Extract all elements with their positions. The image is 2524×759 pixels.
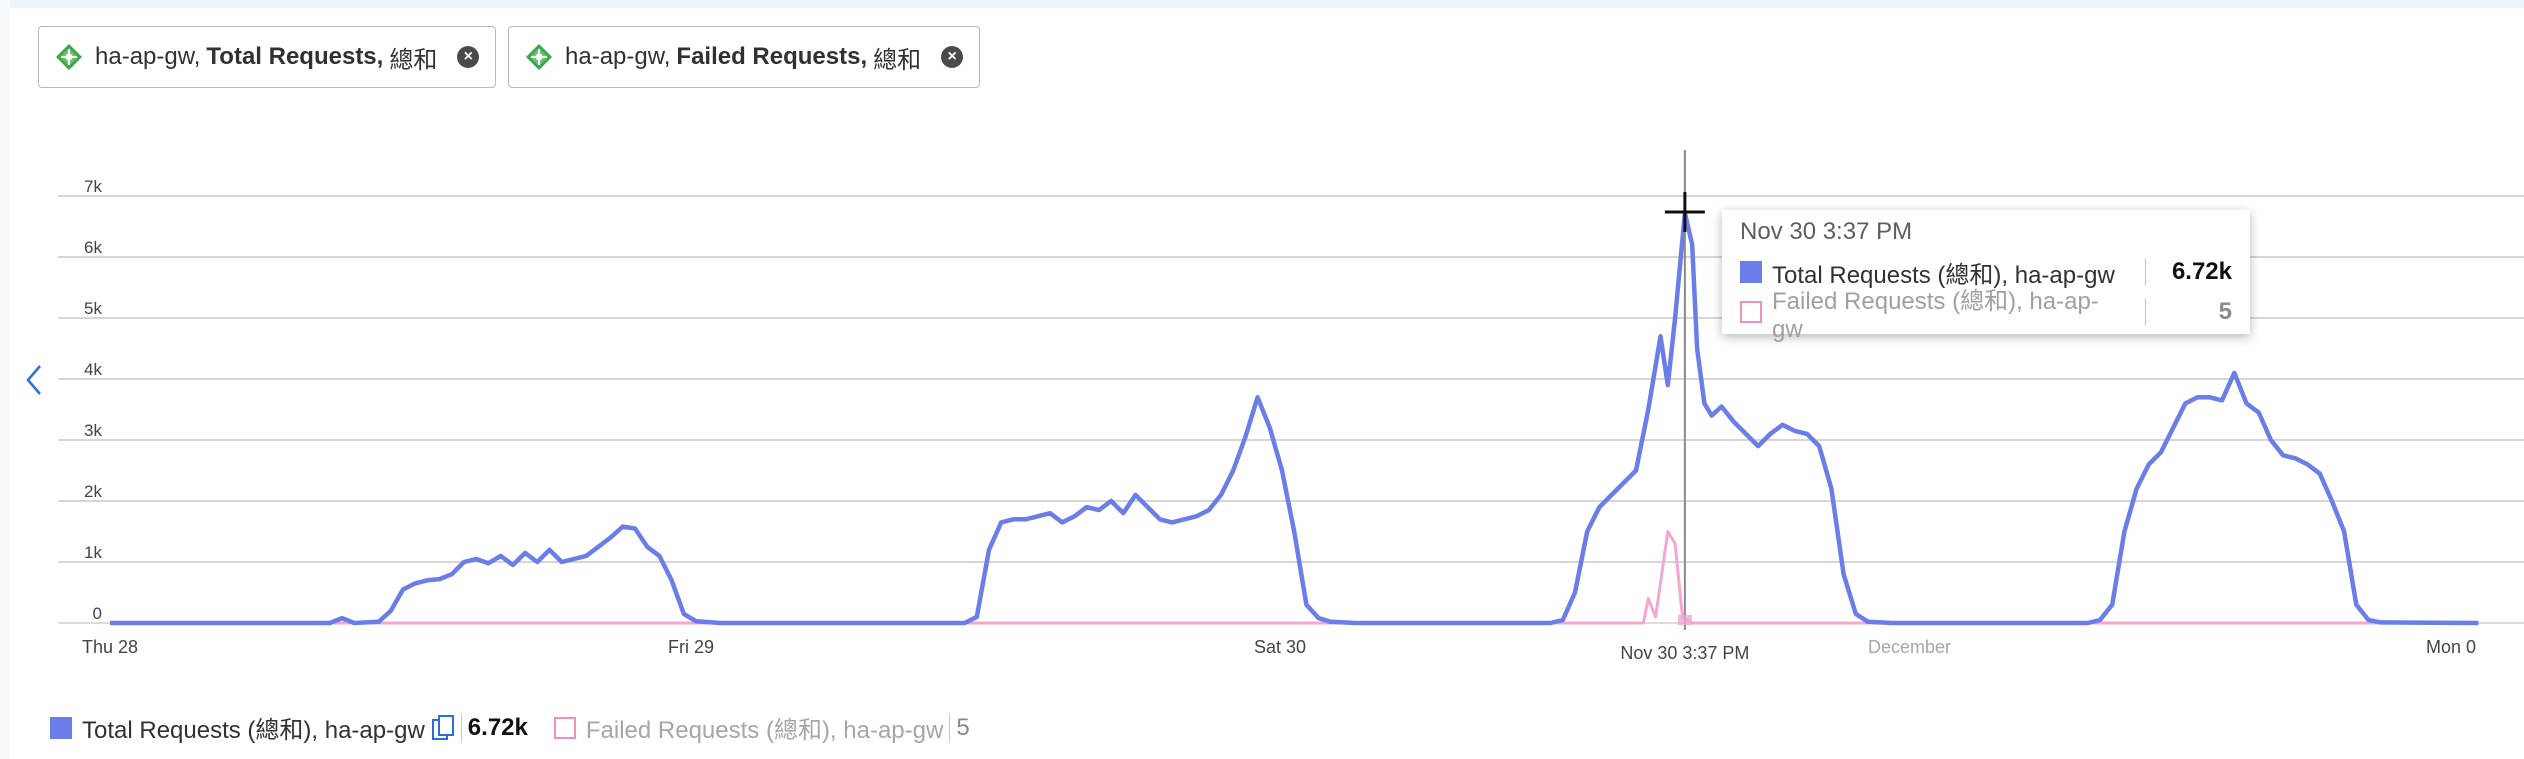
- y-tick-label: 7k: [84, 177, 102, 196]
- tooltip-value: 6.72k: [2171, 258, 2232, 285]
- y-tick-label: 1k: [84, 543, 102, 562]
- close-icon[interactable]: ×: [941, 46, 964, 68]
- series-swatch: [1740, 301, 1762, 323]
- legend-value: 6.72k: [467, 713, 528, 741]
- tooltip-series-name: Total Requests (總和), ha-ap-gw: [1772, 261, 2115, 289]
- divider: [460, 713, 462, 742]
- legend-label: Total Requests (總和), ha-ap-gw: [82, 717, 425, 744]
- x-tick-label: Fri 29: [668, 637, 714, 657]
- copy-icon[interactable]: [431, 714, 455, 742]
- top-bar: [0, 0, 2524, 8]
- legend-label: Failed Requests (總和), ha-ap-gw: [585, 717, 944, 744]
- metric-chip-failed-requests[interactable]: ha-ap-gw, Failed Requests, 總和 ×: [508, 26, 981, 88]
- left-edge: [0, 0, 10, 759]
- chip-metric: Failed Requests,: [676, 43, 868, 70]
- chart-legend: Total Requests (總和), ha-ap-gw 6.72k Fail…: [50, 710, 970, 745]
- x-axis-ticks: Thu 28 Fri 29 Sat 30 December Mon 0: [82, 637, 2476, 657]
- application-gateway-icon: [526, 44, 552, 70]
- line-chart[interactable]: 0 1k 2k 3k 4k 5k 6k 7k Thu 28 Fri 29 Sat 30 Decemb…: [0, 0, 2524, 700]
- chip-aggregation: 總和: [389, 46, 438, 74]
- y-axis-ticks: 0 1k 2k 3k 4k 5k 6k 7k: [84, 177, 102, 623]
- x-tick-label: Mon 0: [2426, 637, 2476, 657]
- divider: [2145, 258, 2146, 286]
- divider: [949, 713, 951, 742]
- x-tick-label: Thu 28: [82, 637, 138, 657]
- y-tick-label: 6k: [84, 238, 102, 257]
- legend-item-failed[interactable]: Failed Requests (總和), ha-ap-gw 5: [553, 710, 970, 745]
- close-icon[interactable]: ×: [457, 46, 480, 68]
- application-gateway-icon: [56, 44, 82, 70]
- series-swatch: [50, 716, 72, 739]
- series-swatch: [553, 716, 576, 739]
- chip-resource: ha-ap-gw,: [565, 43, 671, 70]
- chip-metric: Total Requests,: [206, 43, 384, 70]
- crosshair: Nov 30 3:37 PM: [1620, 150, 1749, 663]
- legend-item-total[interactable]: Total Requests (總和), ha-ap-gw 6.72k: [50, 710, 528, 745]
- chip-aggregation: 總和: [873, 46, 922, 74]
- y-tick-label: 0: [93, 604, 102, 623]
- series-line: [110, 210, 2479, 626]
- hover-tooltip: Nov 30 3:37 PM Total Requests (總和), ha-a…: [1722, 210, 2250, 343]
- crosshair-label: Nov 30 3:37 PM: [1620, 643, 1749, 663]
- metric-chip-total-requests[interactable]: ha-ap-gw, Total Requests, 總和 ×: [38, 26, 497, 88]
- x-tick-label: December: [1868, 637, 1951, 657]
- y-tick-label: 5k: [84, 299, 102, 318]
- hover-marker: [1677, 615, 1692, 625]
- x-tick-label: Sat 30: [1254, 637, 1306, 657]
- tooltip-value: 5: [2218, 298, 2232, 325]
- tooltip-row-total: Total Requests (總和), ha-ap-gw 6.72k: [1740, 252, 2232, 292]
- series-swatch: [1740, 261, 1762, 283]
- tooltip-row-failed: Failed Requests (總和), ha-ap-gw 5: [1740, 288, 2232, 343]
- y-tick-label: 3k: [84, 421, 102, 440]
- chevron-left-icon[interactable]: [20, 362, 50, 398]
- chip-resource: ha-ap-gw,: [95, 43, 201, 70]
- y-tick-label: 2k: [84, 482, 102, 501]
- y-tick-label: 4k: [84, 360, 102, 379]
- legend-value: 5: [956, 713, 970, 741]
- tooltip-series-name: Failed Requests (總和), ha-ap-gw: [1772, 287, 2099, 343]
- divider: [2145, 298, 2146, 326]
- tooltip-date: Nov 30 3:37 PM: [1740, 218, 1913, 245]
